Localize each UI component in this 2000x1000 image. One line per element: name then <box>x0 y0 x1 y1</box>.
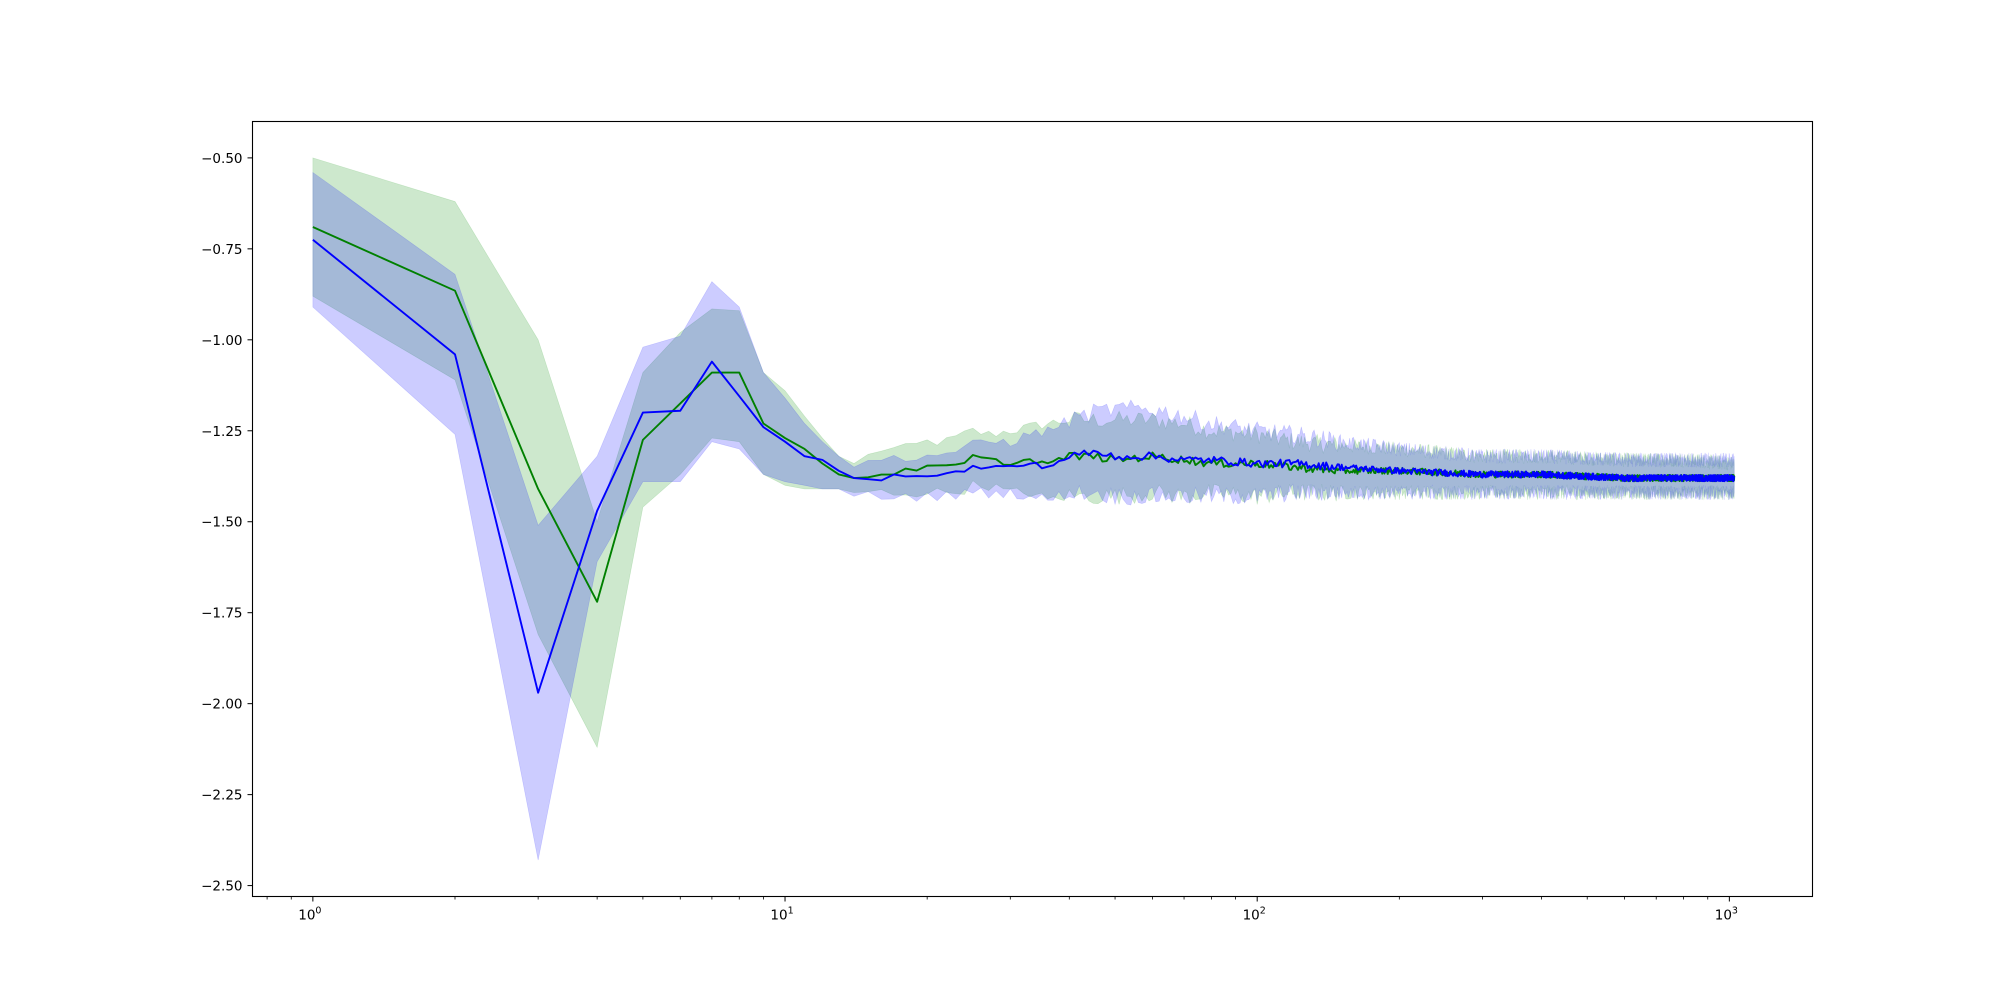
y-tick-label: −2.50 <box>201 879 242 895</box>
series-lines <box>312 226 1736 694</box>
plot-frame <box>251 120 1814 898</box>
x-tick-label: 100 <box>298 906 321 924</box>
y-axis: −0.50 −0.75 −1.00 −1.25 −1.50 −1.75 −2.00 −2.25… <box>201 151 253 895</box>
y-tick-label: −0.50 <box>201 151 242 167</box>
y-tick-label: −1.00 <box>201 333 242 349</box>
confidence-bands <box>312 157 1735 861</box>
series-1-band <box>312 157 1735 749</box>
y-tick-label: −1.75 <box>201 606 242 622</box>
x-tick-label: 102 <box>1243 906 1266 924</box>
series-2-line <box>312 239 1736 694</box>
y-tick-label: −2.00 <box>201 697 242 713</box>
series-2-band <box>312 171 1735 861</box>
x-tick-label: 101 <box>770 906 793 924</box>
y-tick-label: −2.25 <box>201 788 242 804</box>
y-tick-label: −1.25 <box>201 424 242 440</box>
x-axis: 100 101 102 103 <box>266 896 1738 924</box>
y-tick-label: −1.50 <box>201 515 242 531</box>
y-tick-label: −0.75 <box>201 242 242 258</box>
x-tick-label: 103 <box>1715 906 1738 924</box>
